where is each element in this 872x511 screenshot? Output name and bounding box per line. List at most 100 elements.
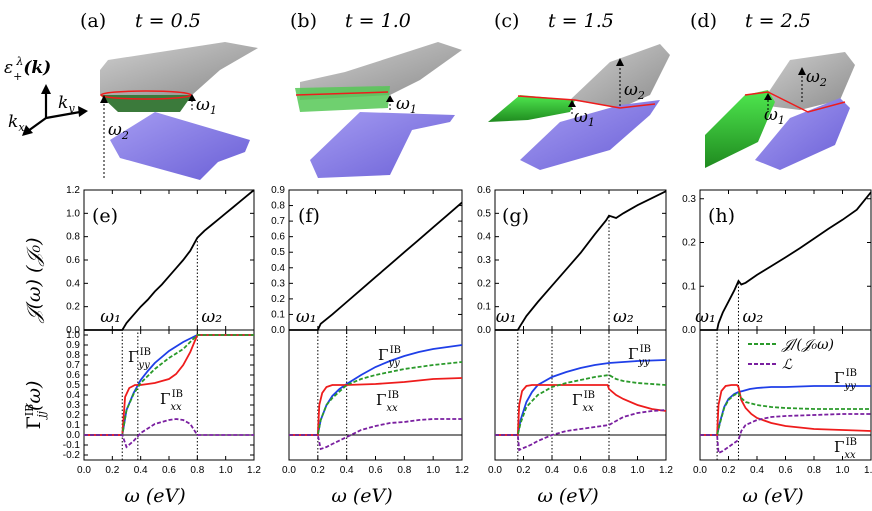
y-tick-label: 0.8 [66,350,80,361]
chart-panel-f-bottom: 0.0 0.2 0.4 0.6 0.8 1.0 1.2 [282,329,469,476]
x-tick-label: 0.6 [574,465,588,476]
title-d-t: t = 2.5 [745,10,811,32]
x-tick-label: 1.2 [455,465,469,476]
x-tick-label: 0.2 [105,465,119,476]
omega2-label: ω₂ [613,307,634,327]
y-tick-label: 0.8 [66,232,80,243]
xlabel-4: ω (eV) [742,485,803,507]
xlabel-1: ω (eV) [124,485,185,507]
y-tick-label: 0.3 [271,278,285,289]
y-tick-label: 0.2 [477,278,491,289]
series-line-gyy [495,359,667,436]
axis-kx [27,117,47,132]
y-tick-label: 0.6 [66,370,80,381]
series-line-j/(j0 [700,391,871,436]
gxx-label-g: ΓxxIB [572,390,595,414]
y-tick-label: 0.9 [66,340,80,351]
band-illustration-a: ω1 ω2 [100,42,258,180]
series-line-l [495,409,667,452]
y-tick-label: 0.3 [477,255,491,266]
y-tick-label: 1.0 [66,330,80,341]
y-tick-label: 0.5 [271,247,285,258]
epsilon-label: ε+λ(k) [4,55,51,83]
gamma-annotations: ΓyyIB ΓxxIB ΓyyIB ΓxxIB ΓyyIB ΓxxIB ΓyyI… [128,344,857,461]
y-tick-label: 0.3 [682,194,696,205]
series-line-j [700,191,872,331]
y-tick-label: 0.2 [66,410,80,421]
y-tick-label: 0.2 [271,294,285,305]
fermi-ring-a [100,90,192,100]
x-tick-label: 0.4 [750,465,764,476]
omega2-label: ω₂ [742,307,763,327]
x-tick-label: 0.0 [693,465,707,476]
w1-head-c [568,100,576,107]
x-tick-label: 1.0 [219,465,233,476]
y-tick-label: -0.1 [63,440,81,451]
x-tick-label: 0.6 [779,465,793,476]
x-tick-label: 0.0 [77,465,91,476]
gyy-label-f: ΓyyIB [378,345,401,369]
w1-head-d [764,93,772,100]
title-b: (b) [290,10,317,32]
series-line-gxx [495,384,667,436]
y-tick-label: 0.4 [66,278,80,289]
xlabel-3: ω (eV) [537,485,598,507]
x-tick-label: 0.8 [397,465,411,476]
y-tick-label: 0.2 [682,238,696,249]
x-tick-label: 0.4 [340,465,354,476]
gyy-label-g: ΓyyIB [628,344,651,368]
w2-head-d [798,67,806,75]
gxx-label-h: ΓxxIB [834,437,857,461]
omega1-label: ω₁ [695,307,716,327]
y-tick-label: 0.6 [477,185,491,196]
title-b-t: t = 1.0 [345,10,411,32]
fermi-ring-c [517,95,656,109]
w1-label-b: ω1 [396,94,417,116]
w1-head-b [386,95,394,102]
y-tick-label: 0.6 [271,232,285,243]
J-ylabel: 𝒥(ω) (𝒥₀) [23,237,45,323]
y-tick-label: 0.1 [682,281,696,292]
series-line-gxx [84,334,254,436]
x-tick-label: 0.6 [369,465,383,476]
x-tick-label: 0.4 [134,465,148,476]
x-tick-label: 0.8 [602,465,616,476]
w1-label-d: ω1 [764,105,785,127]
x-tick-label: 1.2 [659,465,673,476]
y-tick-label: 0.1 [66,420,80,431]
y-tick-label: 1.2 [66,185,80,196]
green-cap-b [295,86,390,112]
panel-label-f: (f) [298,205,320,227]
xlabel-2: ω (eV) [331,485,392,507]
series-line-gyy [700,385,871,436]
series-line-j [495,190,667,331]
axis-ky-head [78,106,88,117]
w2-head-c [616,58,624,66]
fermi-ring-b [295,91,389,96]
band-illustration-c: ω1 ω2 [488,44,670,170]
y-tick-label: 0.0 [66,325,80,336]
upper-band-b [300,42,462,100]
x-tick-label: 0.8 [190,465,204,476]
chart-panel-e-bottom: -0.2-0.10.00.10.20.30.40.50.60.70.80.91.… [63,329,261,476]
x-tick-label: 1.0 [426,465,440,476]
k-axis-triad: ε+λ(k) ky kx [4,55,88,136]
legend: 𝒥/(𝒥₀ω) ℒ [748,337,834,373]
x-tick-label: 1.0 [836,465,850,476]
y-tick-label: 1.0 [66,208,80,219]
x-tick-label: 0.4 [545,465,559,476]
x-tick-label: 1.2 [864,465,872,476]
x-tick-label: 0.0 [488,465,502,476]
y-tick-label: 0.9 [271,185,285,196]
band-illustration-b: ω1 [295,42,462,178]
ky-label: ky [58,93,75,115]
y-tick-label: 0.0 [682,325,696,336]
y-tick-label: 0.0 [271,325,285,336]
panel-label-e: (e) [92,205,118,227]
series-line-j/(j0 [289,361,463,436]
w2-head-a [100,95,108,103]
title-d: (d) [690,10,717,32]
w2-label-c: ω2 [624,80,645,102]
y-tick-label: 0.5 [66,380,80,391]
